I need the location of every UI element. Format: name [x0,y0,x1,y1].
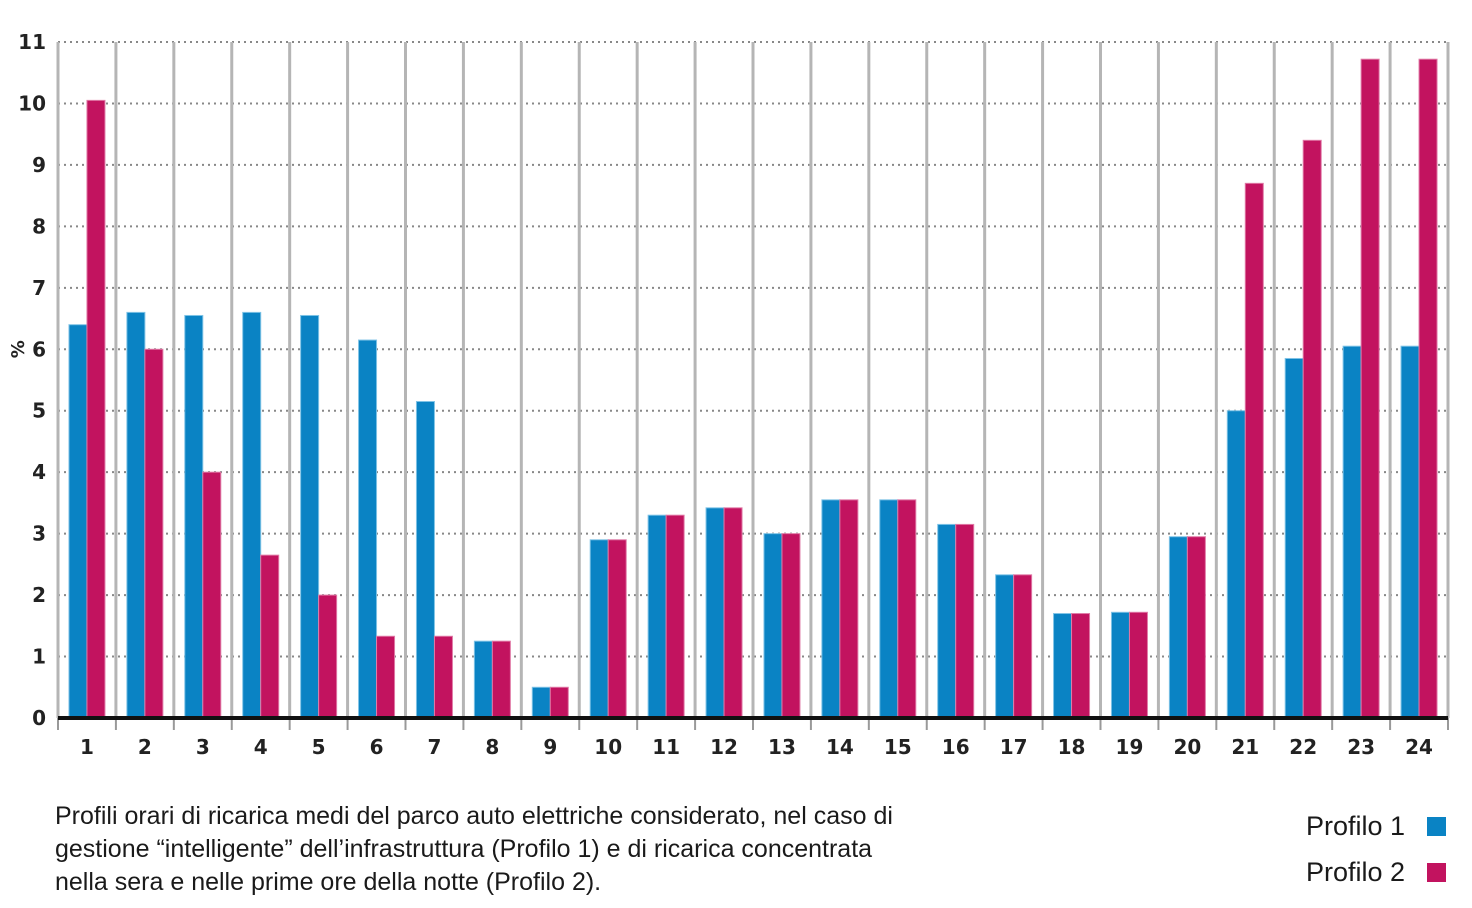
bar-profilo-2 [723,507,743,719]
bar-profilo-2 [1128,611,1148,719]
x-tick-label: 10 [594,735,622,759]
x-tick-label: 23 [1347,735,1375,759]
bar-profilo-1 [995,574,1015,719]
bar-profilo-1 [242,311,262,719]
y-axis-label: % [8,340,29,358]
bar-profilo-1 [705,507,725,719]
bar-profilo-2 [665,514,685,719]
bar-profilo-1 [1342,345,1362,719]
bar-profilo-1 [821,499,841,719]
bars [68,58,1438,719]
bar-profilo-1 [1400,345,1420,719]
x-tick-label: 19 [1116,735,1144,759]
x-tick-label: 5 [312,735,326,759]
y-tick-label: 3 [32,522,46,546]
x-tick-label: 18 [1058,735,1086,759]
bar-profilo-2 [897,499,917,719]
x-tick-label: 14 [826,735,854,759]
bar-profilo-2 [144,348,164,719]
x-tick-label: 2 [138,735,152,759]
legend-item-profilo-1: Profilo 1 [1306,803,1446,849]
y-tick-label: 8 [32,214,46,238]
y-tick-label: 2 [32,583,46,607]
bar-profilo-1 [589,539,609,719]
bar-profilo-1 [1284,357,1304,719]
legend: Profilo 1 Profilo 2 [1306,803,1446,895]
bar-profilo-1 [126,311,146,719]
bar-profilo-2 [549,686,569,719]
x-tick-label: 21 [1231,735,1259,759]
y-tick-label: 9 [32,153,46,177]
legend-label-profilo-2: Profilo 2 [1305,856,1405,887]
x-tick-label: 7 [427,735,441,759]
legend-swatch-profilo-2 [1427,862,1446,882]
bar-profilo-1 [879,499,899,719]
bar-profilo-2 [607,539,627,719]
x-tick-label: 4 [254,735,268,759]
bar-profilo-2 [1360,58,1380,719]
x-tick-label: 9 [543,735,557,759]
bar-profilo-2 [839,499,859,719]
bar-profilo-2 [202,471,222,719]
bar-profilo-1 [531,686,551,719]
x-tick-label: 17 [1000,735,1028,759]
bar-profilo-1 [415,401,435,719]
chart-caption: Profili orari di ricarica medi del parco… [55,802,893,896]
grid-lines [56,41,1450,718]
bar-profilo-1 [300,314,320,719]
x-tick-label: 16 [942,735,970,759]
bar-profilo-1 [1226,410,1246,719]
x-tick-label: 13 [768,735,796,759]
x-tick-label: 1 [80,735,94,759]
axes [57,716,1449,730]
x-tick-label: 8 [485,735,499,759]
y-tick-label: 6 [32,337,46,361]
bar-profilo-2 [433,635,453,719]
bar-profilo-1 [1110,611,1130,719]
x-tick-label: 24 [1405,735,1433,759]
bar-profilo-1 [184,314,204,719]
x-tick-label: 3 [196,735,210,759]
bar-profilo-2 [318,594,338,719]
bar-profilo-2 [1071,613,1091,719]
bar-profilo-2 [1302,139,1322,719]
y-tick-label: 4 [32,460,46,484]
x-tick-label: 15 [884,735,912,759]
y-tick-label: 5 [32,399,46,423]
bar-profilo-2 [86,99,106,719]
bar-profilo-1 [647,514,667,719]
bar-profilo-1 [68,324,88,719]
bar-profilo-1 [937,523,957,719]
legend-swatch-profilo-1 [1427,816,1446,836]
bar-profilo-2 [1013,574,1033,719]
bar-profilo-2 [491,640,511,719]
bar-profilo-2 [1418,58,1438,719]
bar-profilo-2 [781,533,801,719]
bar-profilo-2 [260,554,280,719]
bar-profilo-1 [473,640,493,719]
bar-profilo-1 [763,533,783,719]
y-tick-label: 7 [32,276,46,300]
x-tick-label: 6 [370,735,384,759]
legend-item-profilo-2: Profilo 2 [1306,849,1446,895]
y-tick-label: 10 [18,91,46,115]
bar-profilo-2 [955,523,975,719]
bar-profilo-2 [376,635,396,719]
bar-profilo-1 [1053,613,1073,719]
bar-profilo-2 [1186,536,1206,719]
bar-profilo-2 [1244,182,1264,719]
bar-profilo-1 [1168,536,1188,719]
y-tick-label: 11 [18,30,46,54]
y-tick-label: 1 [32,645,46,669]
x-tick-label: 11 [652,735,680,759]
y-tick-label: 0 [32,706,46,730]
x-tick-label: 20 [1173,735,1201,759]
legend-label-profilo-1: Profilo 1 [1305,810,1405,841]
x-tick-label: 12 [710,735,738,759]
bar-profilo-1 [358,339,378,719]
x-tick-label: 22 [1289,735,1317,759]
